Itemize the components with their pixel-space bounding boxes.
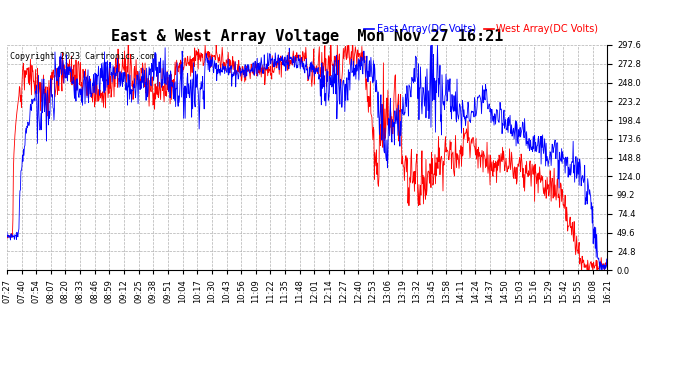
- Text: Copyright 2023 Cartronics.com: Copyright 2023 Cartronics.com: [10, 52, 155, 61]
- Title: East & West Array Voltage  Mon Nov 27 16:21: East & West Array Voltage Mon Nov 27 16:…: [111, 29, 503, 44]
- Legend: East Array(DC Volts), West Array(DC Volts): East Array(DC Volts), West Array(DC Volt…: [360, 21, 602, 38]
